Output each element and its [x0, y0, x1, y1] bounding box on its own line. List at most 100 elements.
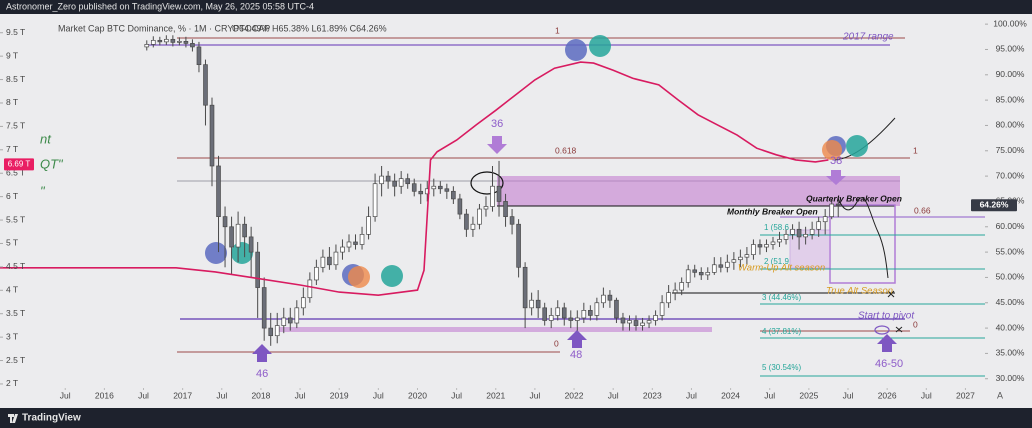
- x-tick-label: Jul: [60, 390, 71, 400]
- candle-body: [235, 223, 241, 248]
- candle-body: [718, 264, 724, 268]
- publisher: Astronomer_Zero published on TradingView…: [6, 1, 314, 11]
- y-tick-label: 95.00%: [996, 44, 1025, 54]
- annotation: Quarterly Breaker Open: [806, 193, 902, 203]
- candle-body: [653, 315, 658, 321]
- candle-body: [229, 226, 234, 248]
- candle-body: [438, 185, 443, 190]
- candle-body: [685, 269, 691, 283]
- marker-circle: [205, 242, 227, 264]
- x-tick-label: Jul: [451, 390, 462, 400]
- y2-tick-label: 6.5 T: [6, 167, 25, 177]
- candle-body: [307, 279, 313, 299]
- y2-tick-label: 4 T: [6, 285, 18, 295]
- candle-body: [757, 244, 763, 248]
- y-tick-label: 55.00%: [996, 246, 1025, 256]
- marker-circle: [846, 135, 868, 157]
- y-tick-label: 40.00%: [996, 322, 1025, 332]
- y-tick-label: 70.00%: [996, 170, 1025, 180]
- candle-body: [320, 256, 326, 268]
- auto-scale[interactable]: A: [997, 390, 1003, 400]
- y2-tick-label: 6 T: [6, 191, 18, 201]
- candle-body: [751, 244, 756, 255]
- x-tick-label: Jul: [138, 390, 149, 400]
- candle-body: [809, 228, 815, 235]
- candle-body: [568, 317, 574, 321]
- candle-body: [177, 41, 182, 43]
- candle-body: [164, 38, 169, 43]
- y2-tick-label: 7 T: [6, 144, 18, 154]
- candle-body: [301, 297, 306, 309]
- candle-body: [725, 261, 730, 268]
- candle-body: [183, 41, 189, 44]
- y-tick-label: 45.00%: [996, 297, 1025, 307]
- candle-body: [196, 46, 202, 66]
- candle-body: [764, 244, 769, 248]
- y2-tick-label: 5 T: [6, 238, 18, 248]
- x-tick-label: 2021: [486, 390, 505, 400]
- annotation: ": [40, 183, 46, 198]
- annotation: Monthly Breaker Open: [727, 206, 818, 216]
- candle-body: [777, 239, 782, 243]
- candle-body: [496, 185, 502, 202]
- candle-body: [405, 178, 411, 185]
- zone: [275, 327, 712, 332]
- arrow: [567, 330, 587, 348]
- projection: [837, 197, 889, 279]
- candle-body: [646, 320, 652, 324]
- candle-body: [731, 259, 737, 263]
- candle-body: [294, 307, 300, 324]
- cross: [887, 290, 903, 333]
- y2-tick-label: 3.5 T: [6, 308, 25, 318]
- marker-circle: [231, 242, 253, 264]
- x-tick-label: 2020: [408, 390, 427, 400]
- x-tick-label: Jul: [764, 390, 775, 400]
- marker-circle: [381, 265, 403, 287]
- candle-body: [503, 201, 508, 217]
- candle-body: [418, 190, 424, 195]
- candle-body: [451, 190, 456, 200]
- y-tick-label: 30.00%: [996, 373, 1025, 383]
- x-tick-label: Jul: [529, 390, 540, 400]
- brand: TradingView: [22, 413, 81, 424]
- candle-body: [379, 175, 384, 185]
- candle-body: [385, 175, 391, 182]
- candle-body: [464, 213, 469, 230]
- candle-body: [398, 178, 404, 187]
- candle-body: [581, 310, 587, 319]
- candle-body: [783, 234, 789, 240]
- candle-body: [457, 198, 463, 215]
- candle-body: [477, 208, 482, 225]
- x-tick-label: Jul: [608, 390, 619, 400]
- annotation: 46-50: [875, 358, 903, 370]
- arrow: [487, 136, 507, 154]
- highlight: [874, 325, 890, 335]
- annotation: QT": [40, 156, 64, 171]
- candle-body: [614, 299, 619, 319]
- candle-body: [248, 236, 254, 253]
- y2-tick-label: 9.5 T: [6, 27, 25, 37]
- candle-body: [555, 307, 561, 316]
- candle-body: [633, 320, 639, 326]
- candle-body: [203, 64, 208, 106]
- y-tick-label: 80.00%: [996, 120, 1025, 130]
- y-tick-label: 50.00%: [996, 272, 1025, 282]
- y-tick-label: 75.00%: [996, 145, 1025, 155]
- last-price-label: 64.26%: [980, 199, 1009, 209]
- candle-body: [679, 282, 684, 291]
- marker-circle: [589, 35, 611, 57]
- fib-label: 0: [554, 338, 559, 348]
- candle-body: [255, 251, 260, 288]
- fib-label: 1: [913, 145, 918, 155]
- candle-body: [744, 254, 750, 258]
- candle-body: [359, 234, 365, 245]
- fib-label: 3 (44.46%): [762, 293, 801, 302]
- candle-body: [672, 289, 678, 293]
- fib-label: 1 (58.6: [764, 223, 789, 232]
- marker-circle: [348, 266, 370, 288]
- candle-body: [542, 307, 547, 321]
- annotation: True Alt Season: [826, 286, 893, 297]
- marker-circle: [565, 39, 587, 61]
- fib-label: 4 (37.81%): [762, 327, 801, 336]
